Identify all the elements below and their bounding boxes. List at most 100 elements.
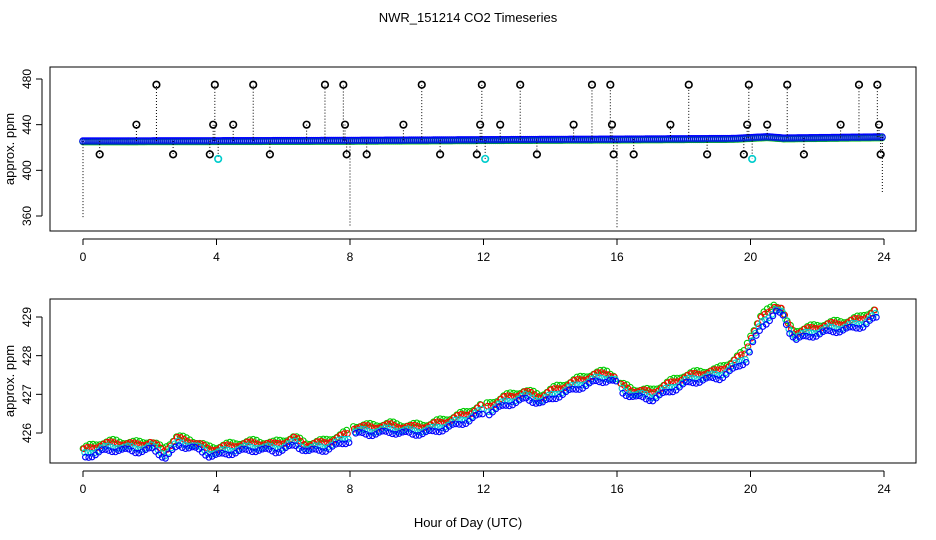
series-point-blue: [235, 447, 243, 455]
series-point-blue: [238, 446, 246, 453]
series-point-blue: [769, 312, 777, 320]
x-tick-label: 4: [213, 250, 220, 264]
y-tick-label: 426: [20, 423, 34, 443]
series-point-blue: [746, 348, 753, 356]
series-point-red: [464, 411, 471, 419]
series-point-blue: [782, 321, 790, 328]
series-point-blue: [288, 441, 296, 449]
series-point-blue: [592, 377, 600, 385]
series-point-blue: [772, 307, 780, 315]
series-point-blue: [569, 385, 577, 393]
series-point-blue: [339, 440, 346, 448]
series-point-blue: [282, 444, 290, 452]
series-point-blue: [138, 448, 146, 456]
series-point-blue: [208, 453, 216, 460]
series-point-blue: [245, 447, 253, 454]
x-axis-label: Hour of Day (UTC): [414, 515, 522, 530]
series-point-blue: [362, 430, 370, 438]
series-point-blue: [115, 447, 123, 455]
series-point-blue: [756, 327, 763, 335]
series-point-blue: [365, 432, 373, 440]
series-point-blue: [562, 388, 570, 396]
series-point-blue: [359, 429, 366, 437]
series-point-blue: [849, 323, 857, 331]
y-tick-label: 400: [20, 160, 34, 180]
spike-point: [265, 150, 275, 159]
series-point-blue: [599, 379, 607, 387]
series-point-cyan: [81, 449, 88, 456]
series-point-blue: [205, 453, 213, 461]
series-point-blue: [128, 447, 136, 455]
spike-point: [229, 120, 238, 129]
series-point-blue: [636, 392, 643, 400]
series-point-blue: [596, 378, 603, 386]
spike-point: [743, 120, 752, 129]
series-point-blue: [806, 333, 813, 341]
spike-point: [607, 120, 617, 129]
spike-point: [320, 80, 330, 89]
series-point-blue: [679, 380, 687, 388]
spike-point: [783, 80, 792, 89]
series-point-blue: [669, 388, 677, 396]
spike-point: [169, 150, 178, 159]
series-top: [79, 80, 886, 228]
series-point-blue: [382, 428, 390, 435]
series-point-blue: [395, 430, 403, 437]
series-point-blue: [736, 362, 743, 370]
spike-point: [481, 154, 490, 164]
series-point-blue: [809, 334, 817, 341]
series-point-blue: [212, 451, 219, 459]
spike-point: [214, 154, 223, 164]
series-point-blue: [572, 386, 580, 393]
series-point-blue: [702, 374, 710, 382]
series-point-cyan: [762, 316, 769, 324]
series-point-cyan: [718, 371, 726, 379]
series-point-cyan: [872, 309, 879, 317]
series-point-blue: [642, 395, 650, 403]
series-point-blue: [445, 423, 453, 430]
series-point-blue: [666, 388, 673, 396]
series-point-blue: [729, 365, 737, 372]
series-point-blue: [632, 392, 640, 400]
series-point-blue: [869, 314, 877, 322]
series-point-red: [571, 376, 578, 384]
spike-point: [799, 150, 809, 159]
series-point-blue: [549, 395, 557, 403]
series-point-red: [477, 401, 485, 409]
spike-point: [477, 80, 486, 89]
axes-top: 0 4 8 12 16 20 24 360 400 440 480: [20, 69, 891, 264]
series-point-blue: [412, 432, 420, 439]
series-point-blue: [302, 447, 310, 455]
spike-point: [744, 80, 753, 89]
series-point-blue: [329, 443, 336, 450]
series-point-blue: [542, 396, 550, 404]
x-tick-label: 0: [80, 482, 87, 496]
series-point-blue: [689, 379, 697, 387]
spike-point: [854, 80, 864, 89]
series-point-blue: [586, 379, 593, 387]
series-point-blue: [682, 378, 690, 386]
series-point-blue: [385, 429, 393, 437]
series-point-blue: [218, 449, 226, 457]
series-point-blue: [285, 442, 293, 450]
series-point-blue: [392, 431, 400, 438]
series-point-blue: [639, 393, 647, 401]
series-point-blue: [699, 376, 707, 384]
series-point-blue: [796, 333, 803, 341]
series-point-blue: [102, 446, 109, 453]
series-point-cyan: [351, 428, 359, 436]
series-point-blue: [602, 378, 610, 386]
series-point-red: [617, 380, 625, 388]
series-point-blue: [662, 388, 670, 396]
series-point-blue: [863, 320, 870, 328]
spike-point: [876, 150, 885, 159]
series-point-blue: [255, 447, 263, 454]
series-point-blue: [629, 393, 637, 400]
series-point-blue: [535, 399, 543, 407]
series-point-blue: [419, 430, 426, 438]
series-bottom: [79, 301, 880, 462]
x-tick-label: 24: [877, 482, 891, 496]
spike-point: [95, 150, 104, 159]
panel-top: approx. ppm 0 4 8 12 16 20 24 360 400 440 480: [2, 66, 917, 264]
spike-point: [684, 80, 693, 89]
